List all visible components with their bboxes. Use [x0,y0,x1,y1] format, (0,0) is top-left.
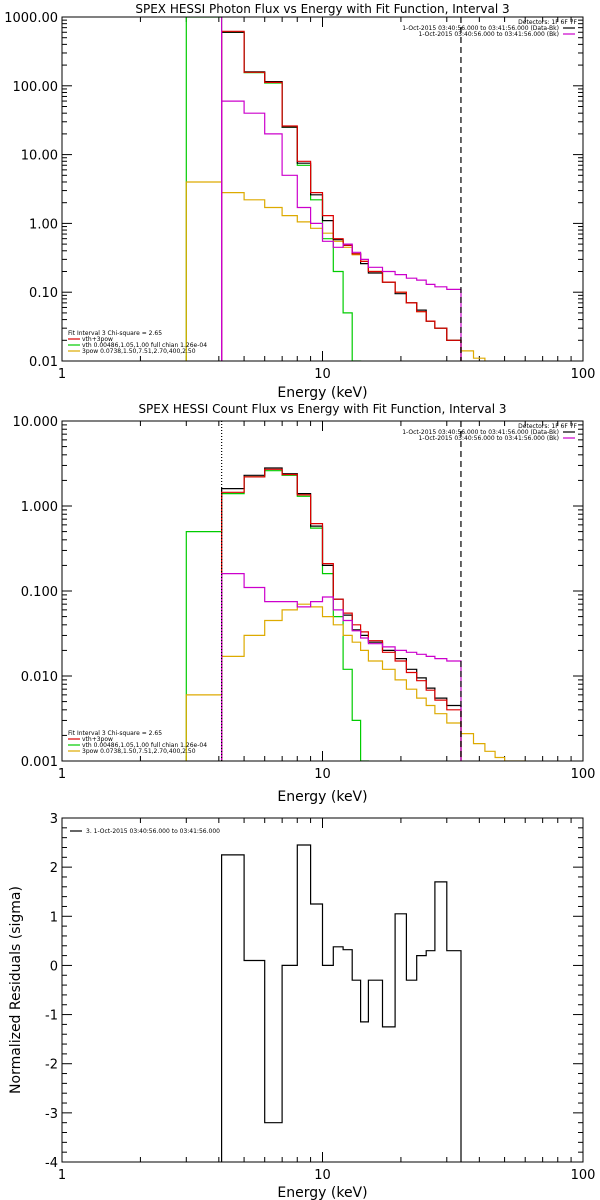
y-tick-label: 0.10 [29,286,58,301]
legend-top-text: 1-Oct-2015 03:40:56.000 to 03:41:56.000 … [402,429,559,436]
legend-top-text: 1-Oct-2015 03:40:56.000 to 03:41:56.000 … [419,435,560,442]
chart-title: SPEX HESSI Photon Flux vs Energy with Fi… [135,2,509,16]
x-tick-label: 1 [58,1168,66,1183]
x-tick-label: 100 [571,767,596,782]
x-axis-label: Energy (keV) [277,1185,367,1200]
x-axis-label: Energy (keV) [277,789,367,805]
series-group [185,467,526,761]
y-tick-label: -3 [45,1107,58,1122]
series-bk [221,100,462,361]
x-tick-label: 1 [58,367,66,382]
series-bk [221,573,462,761]
y-tick-label: -2 [45,1058,58,1073]
legend-bottom-text: vth 0.00486,1.05,1.00 full chian 1.26e-0… [82,742,207,749]
x-tick-label: 10 [314,367,331,382]
y-tick-label: 0 [50,959,58,974]
y-axis-label: Normalized Residuals (sigma) [8,886,24,1094]
series-3-1-oct-2015-03-40-56-000-to-03-41-56-000 [221,844,462,1162]
series-group [221,844,462,1162]
legend-bottom-text: vth+3pow [82,736,113,743]
y-tick-label: 10.000 [13,415,59,430]
plot-frame [61,420,584,762]
y-tick-label: 1000.00 [4,11,58,26]
y-tick-label: 0.010 [21,670,58,685]
y-tick-label: 0.001 [21,755,58,770]
series-vth-3pow [221,30,462,361]
chart-title: SPEX HESSI Count Flux vs Energy with Fit… [138,402,506,416]
y-tick-label: 1.00 [29,217,58,232]
y-tick-label: 0.01 [29,355,58,370]
y-tick-label: -1 [45,1009,58,1024]
legend-bottom-text: vth+3pow [82,336,113,343]
legend-bottom-text: Fit Interval 3 Chi-square = 2.65 [68,730,162,737]
y-tick-label: 1.000 [21,500,58,515]
legend-bottom-text: vth 0.00486,1.05,1.00 full chian 1.26e-0… [82,342,207,349]
y-tick-label: 1 [50,910,58,925]
series-data-bk [221,31,462,361]
legend-bottom-text: 3pow 0.0738,1.50,7.51,2.70,400,2.50 [82,748,196,755]
x-tick-label: 10 [314,767,331,782]
x-tick-label: 1 [58,767,66,782]
legend-top-text: 1-Oct-2015 03:40:56.000 to 03:41:56.000 … [402,25,559,32]
photon-flux-panel: SPEX HESSI Photon Flux vs Energy with Fi… [4,2,595,401]
legend-top-text: 1-Oct-2015 03:40:56.000 to 03:41:56.000 … [419,31,560,38]
plot-frame [61,817,584,1163]
x-tick-label: 100 [571,367,596,382]
legend-top-text: 3. 1-Oct-2015 03:40:56.000 to 03:41:56.0… [86,828,220,835]
y-tick-label: 2 [50,861,58,876]
series-vth-3pow [221,468,462,761]
x-tick-label: 100 [571,1168,596,1183]
legend-bottom-text: Fit Interval 3 Chi-square = 2.65 [68,330,162,337]
series-data-bk [221,467,462,761]
legend-top-text: Detectors: 1F 6F 7F [518,423,577,430]
y-tick-label: 0.100 [21,585,58,600]
series-group [185,17,486,361]
x-tick-label: 10 [314,1168,331,1183]
x-axis-label: Energy (keV) [277,385,367,401]
series-vth [185,17,362,361]
legend-bottom-text: 3pow 0.0738,1.50,7.51,2.70,400,2.50 [82,348,196,355]
plot-frame [61,16,584,362]
legend-top-text: Detectors: 1F 6F 7F [518,19,577,26]
series-3pow [185,603,526,761]
series-3pow [185,181,486,361]
series-vth [185,470,369,761]
y-tick-label: 10.00 [21,149,58,164]
y-tick-label: 3 [50,812,58,827]
y-tick-label: -4 [45,1156,58,1171]
count-flux-panel: SPEX HESSI Count Flux vs Energy with Fit… [13,402,596,805]
y-tick-label: 100.00 [13,80,59,95]
